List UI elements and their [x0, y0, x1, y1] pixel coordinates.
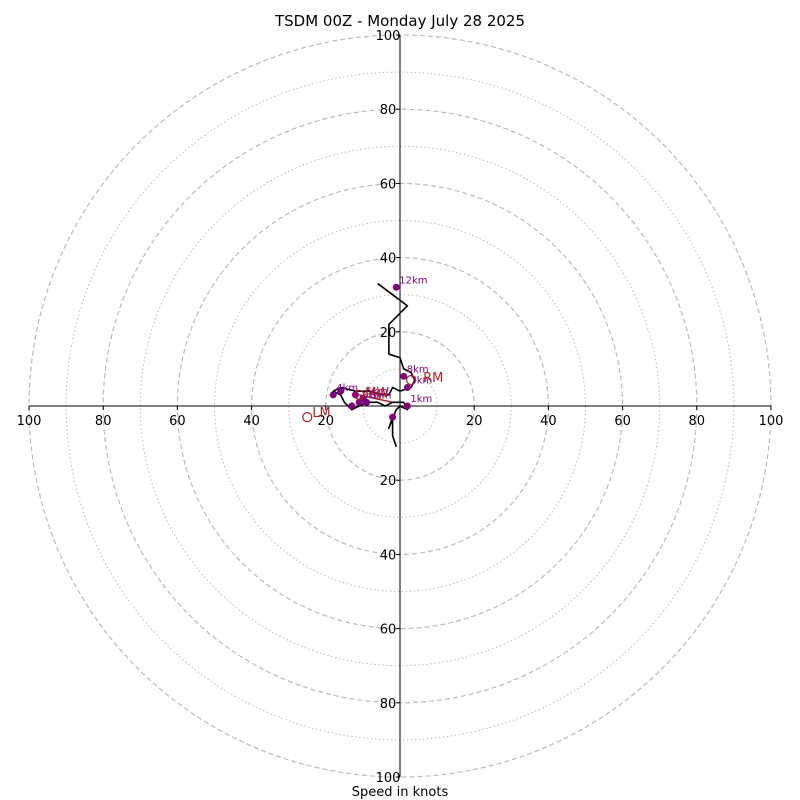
height-marker-dot: [351, 391, 359, 399]
height-marker-label: 12km: [399, 275, 427, 286]
height-marker-label: 7km: [410, 375, 432, 386]
height-marker-dot: [400, 372, 408, 380]
x-axis-label: Speed in knots: [352, 785, 449, 800]
y-tick-label: 100: [376, 771, 401, 786]
y-tick-label: 40: [380, 252, 397, 267]
height-marker-label: 4km: [336, 383, 358, 394]
x-tick-label: 40: [540, 414, 557, 429]
x-tick-label: 60: [169, 414, 186, 429]
x-tick-label: 40: [243, 414, 260, 429]
x-tick-label: 100: [17, 414, 42, 429]
y-tick-label: 40: [380, 548, 397, 563]
storm-motion-lm-label: LM: [312, 406, 330, 421]
y-tick-label: 20: [380, 326, 397, 341]
storm-motion-rm-marker: [406, 374, 417, 386]
x-tick-label: 20: [466, 414, 483, 429]
y-tick-label: 80: [380, 697, 397, 712]
height-marker-label: 5km: [366, 387, 388, 398]
x-tick-label: 20: [318, 414, 335, 429]
chart-title: TSDM 00Z - Monday July 28 2025: [274, 12, 525, 30]
y-tick-label: 60: [380, 177, 397, 192]
x-tick-label: 80: [689, 414, 706, 429]
height-marker-label: 8km: [407, 364, 429, 375]
height-marker-label: 1km: [410, 394, 432, 405]
hodograph-trace: [332, 282, 416, 448]
y-tick-label: 20: [380, 474, 397, 489]
storm-motion-rm-label: RM: [423, 371, 443, 386]
y-tick-label: 100: [376, 29, 401, 44]
tick-labels: 20 20 20 20 40 40 40 40 60 60 60 60 80 80 80 80 100 100 10…: [17, 29, 784, 786]
storm-motion-mw-marker: [354, 389, 365, 400]
hodograph-line: [332, 282, 416, 448]
height-marker-dot: [392, 283, 400, 291]
height-marker-dot: [403, 383, 411, 391]
height-marker-dot: [348, 402, 356, 410]
storm-motion-markers: RM MW LM: [302, 371, 443, 423]
storm-motion-mw-label: MW: [365, 386, 389, 401]
height-marker-dot: [403, 402, 411, 410]
x-tick-label: 60: [614, 414, 631, 429]
height-marker-dot: [389, 413, 397, 421]
y-tick-label: 80: [380, 103, 397, 118]
y-tick-label: 60: [380, 623, 397, 638]
height-marker-dot: [359, 395, 367, 403]
height-marker-label: 6km: [362, 390, 384, 401]
height-marker-dot: [337, 387, 345, 395]
height-marker-label: 3km: [370, 390, 392, 401]
height-marker-dot: [329, 391, 337, 399]
x-tick-label: 100: [759, 414, 784, 429]
storm-motion-lm-marker: [302, 412, 313, 423]
x-tick-label: 80: [95, 414, 112, 429]
